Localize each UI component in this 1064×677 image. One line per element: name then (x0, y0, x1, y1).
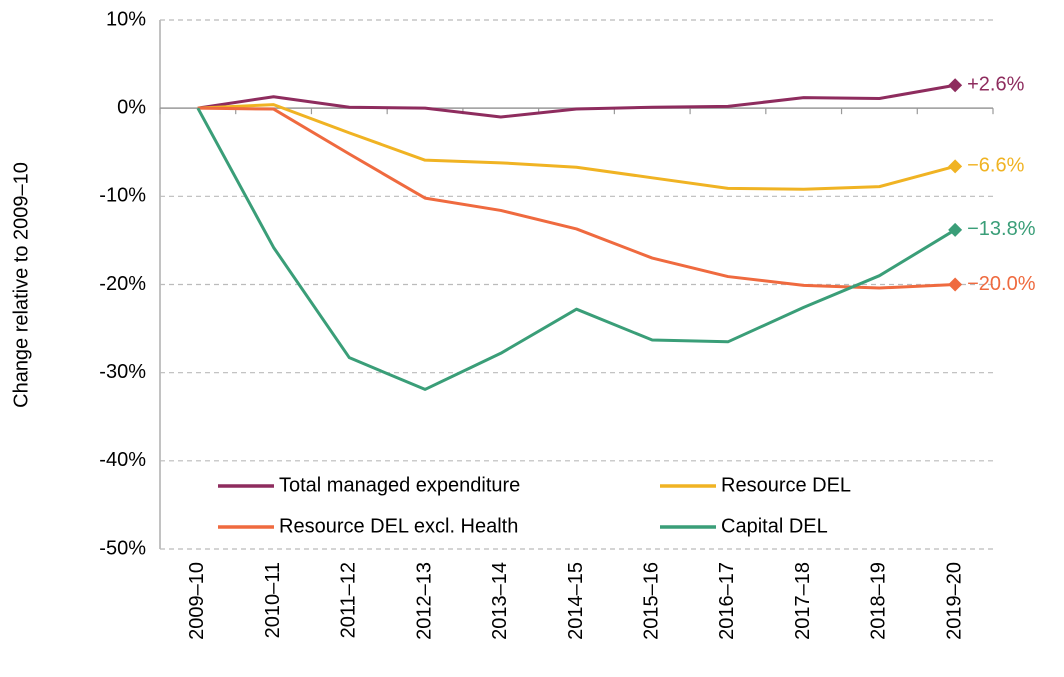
end-marker (948, 222, 963, 237)
y-tick-label: -30% (99, 361, 146, 383)
y-tick-label: -50% (99, 537, 146, 559)
legend-label: Total managed expenditure (279, 474, 520, 496)
series-line (197, 106, 956, 290)
y-tick-label: -10% (99, 185, 146, 207)
value-label: −6.6% (967, 155, 1024, 177)
x-tick-label: 2014–15 (565, 562, 587, 640)
series-line (197, 103, 956, 191)
series-line (197, 83, 956, 119)
legend-label: Capital DEL (721, 515, 828, 537)
end-marker (948, 277, 963, 292)
value-label: +2.6% (967, 74, 1024, 96)
y-tick-label: 0% (117, 96, 146, 118)
x-tick-label: 2010–11 (262, 562, 284, 638)
y-tick-label: 10% (106, 8, 146, 30)
x-tick-label: 2013–14 (489, 562, 511, 640)
x-tick-label: 2012–13 (413, 562, 435, 640)
y-tick-label: -40% (99, 449, 146, 471)
x-tick-label: 2017–18 (792, 562, 814, 640)
y-axis-title: Change relative to 2009–10 (10, 162, 32, 408)
x-tick-label: 2015–16 (641, 562, 663, 640)
x-tick-label: 2016–17 (716, 562, 738, 640)
legend-label: Resource DEL excl. Health (279, 515, 518, 537)
end-marker (948, 78, 963, 93)
x-tick-label: 2011–12 (338, 562, 360, 638)
legend-label: Resource DEL (721, 474, 851, 496)
series-line (196, 107, 956, 391)
x-tick-label: 2019–20 (943, 562, 965, 640)
value-label: −20.0% (967, 273, 1036, 295)
y-tick-label: -20% (99, 273, 146, 295)
x-tick-label: 2018–19 (868, 562, 890, 640)
x-tick-label: 2009–10 (186, 562, 208, 640)
value-label: −13.8% (967, 218, 1036, 240)
end-marker (948, 159, 963, 174)
